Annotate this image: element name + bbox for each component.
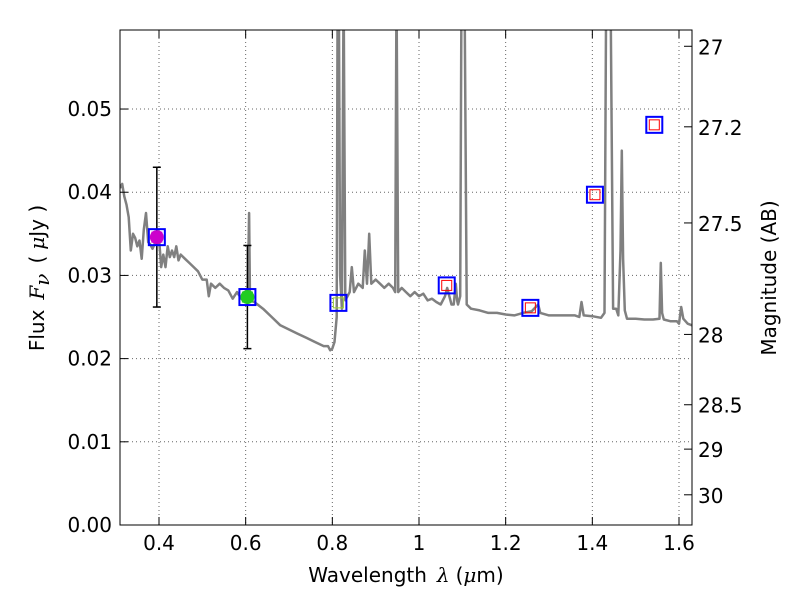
- y-axis-label: FluxFν(μJy ): [25, 205, 54, 351]
- spectrum-layer: [120, 30, 692, 352]
- model-box-inner: [332, 297, 344, 309]
- ticks: 0.4 0.6 0.8 1 1.2 1.4 1.6 0.00 0.01 0.02 0.03 0.04 0…: [67, 30, 743, 555]
- model-box-inner: [241, 291, 253, 303]
- y-tick-label: 0.05: [67, 97, 112, 121]
- x-tick-label: 1.4: [576, 531, 608, 555]
- model-box: [329, 293, 348, 312]
- y2-tick-label: 27.5: [698, 212, 743, 236]
- model-box: [521, 298, 540, 317]
- model-box: [585, 185, 604, 204]
- y2-tick-label: 30: [698, 484, 723, 508]
- model-box-inner: [441, 279, 453, 291]
- model-box-inner: [589, 189, 601, 201]
- y-tick-label: 0.03: [67, 263, 112, 287]
- x-tick-label: 0.8: [316, 531, 348, 555]
- y2-axis-label: Magnitude (AB): [757, 200, 781, 355]
- y2-tick-label: 28.5: [698, 394, 743, 418]
- model-box-inner: [524, 302, 536, 314]
- plot-frame: [119, 29, 693, 526]
- model-box-inner: [151, 231, 163, 243]
- model-box: [147, 228, 166, 247]
- x-tick-label: 0.6: [230, 531, 262, 555]
- x-tick-label: 1.6: [663, 531, 695, 555]
- y-tick-label: 0.02: [67, 347, 112, 371]
- x-tick-label: 0.4: [143, 531, 175, 555]
- spectrum-line: [120, 30, 692, 352]
- x-axis-label: Wavelength λ (μm): [308, 563, 503, 587]
- model-box: [437, 276, 456, 295]
- x-tick-label: 1: [413, 531, 426, 555]
- model-box: [645, 115, 664, 134]
- y2-tick-label: 29: [698, 438, 723, 462]
- model-box-inner: [648, 119, 660, 131]
- y2-tick-label: 27.2: [698, 116, 743, 140]
- observed-point: [149, 230, 164, 245]
- data-points-layer: [147, 115, 664, 350]
- y2-tick-label: 27: [698, 35, 723, 59]
- observed-point: [240, 290, 255, 305]
- x-tick-label: 1.2: [490, 531, 522, 555]
- y-tick-label: 0.01: [67, 430, 112, 454]
- model-box: [238, 288, 257, 307]
- y2-tick-label: 28: [698, 323, 723, 347]
- y-tick-label: 0.00: [67, 513, 112, 537]
- y-tick-label: 0.04: [67, 180, 112, 204]
